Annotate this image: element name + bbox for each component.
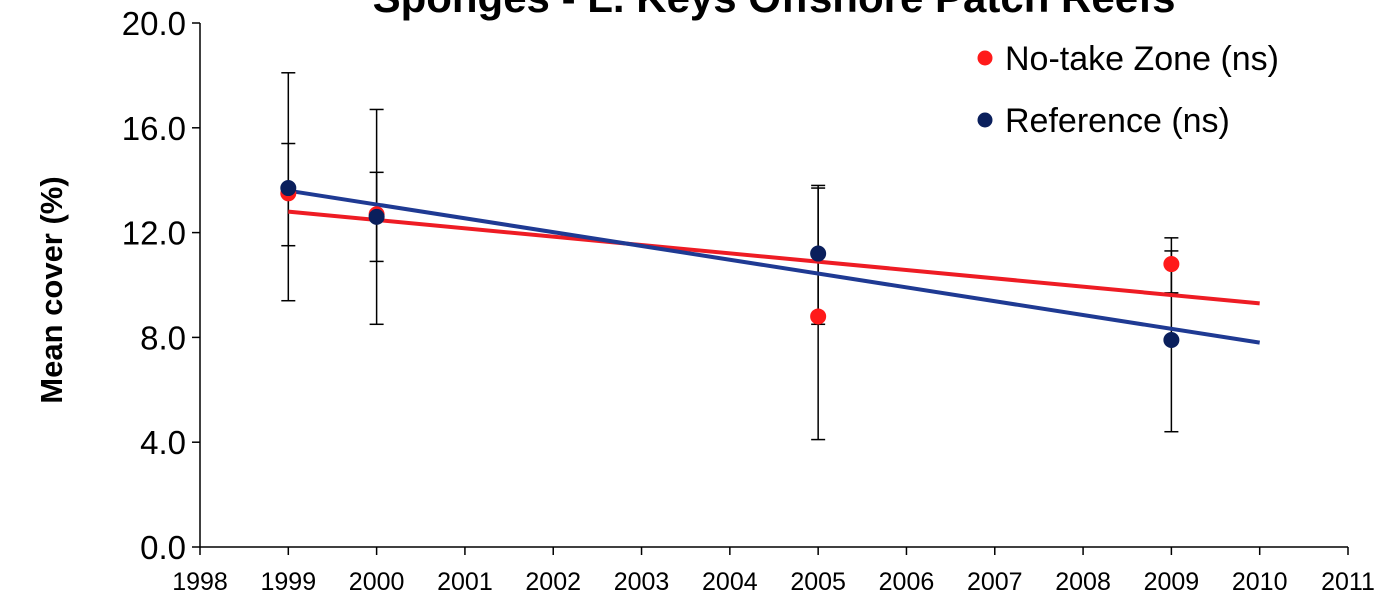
x-tick-label: 2009	[1144, 568, 1200, 596]
legend-marker-1	[977, 112, 993, 128]
x-tick-label: 2010	[1232, 568, 1288, 596]
data-point-1	[1163, 332, 1180, 349]
x-tick-label: 2004	[702, 568, 758, 596]
legend-label-1: Reference (ns)	[1005, 102, 1230, 140]
x-tick-label: 1999	[260, 568, 316, 596]
data-points	[280, 180, 1180, 349]
x-tick-label: 2003	[614, 568, 670, 596]
trend-line-1	[287, 188, 1261, 345]
y-tick-label: 0.0	[140, 529, 186, 566]
y-tick-label: 8.0	[140, 319, 186, 356]
trend-line-0	[288, 209, 1260, 306]
chart-title: Sponges - L. Keys Offshore Patch Reefs	[200, 0, 1348, 26]
data-point-1	[368, 208, 385, 225]
x-tick-label: 2005	[790, 568, 846, 596]
legend-marker-0	[977, 50, 993, 66]
x-tick-label: 2002	[525, 568, 581, 596]
y-tick-label: 4.0	[140, 424, 186, 461]
data-point-1	[280, 180, 297, 197]
data-point-0	[1163, 256, 1180, 273]
y-tick-label: 12.0	[122, 215, 186, 252]
x-tick-label: 2008	[1055, 568, 1111, 596]
y-tick-label: 16.0	[122, 110, 186, 147]
trend-lines	[287, 188, 1261, 345]
data-point-0	[810, 308, 827, 325]
data-point-1	[810, 245, 827, 262]
x-tick-label: 2000	[349, 568, 405, 596]
legend-label-0: No-take Zone (ns)	[1005, 40, 1279, 78]
x-tick-label: 2006	[879, 568, 935, 596]
x-tick-label: 2011	[1321, 568, 1375, 596]
axes: 0.0 4.0 8.0 12.0 16.0 20.0 1998 1999 2000 2001 200…	[122, 5, 1375, 596]
x-tick-label: 2007	[967, 568, 1023, 596]
x-tick-label: 2001	[437, 568, 493, 596]
y-tick-label: 20.0	[122, 5, 186, 42]
legend: No-take Zone (ns) Reference (ns)	[977, 40, 1279, 140]
x-tick-label: 1998	[172, 568, 228, 596]
